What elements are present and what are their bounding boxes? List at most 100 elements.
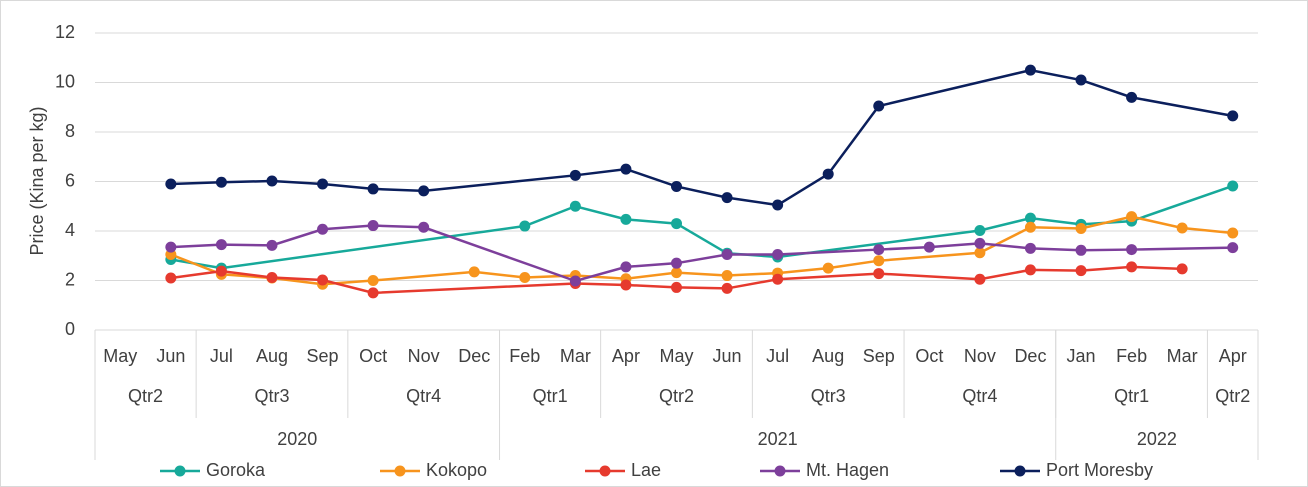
x-tick-label: Jan: [1067, 346, 1096, 366]
data-point: [772, 199, 784, 211]
legend-label: Lae: [631, 460, 661, 480]
quarter-label: Qtr2: [659, 386, 694, 406]
x-tick-label: Nov: [964, 346, 996, 366]
x-tick-label: May: [103, 346, 137, 366]
data-point: [165, 272, 177, 284]
data-point: [367, 183, 379, 195]
data-point: [519, 272, 531, 284]
y-tick-label: 10: [55, 71, 75, 91]
data-point: [1126, 91, 1138, 103]
data-point: [923, 241, 935, 253]
legend-marker: [774, 465, 786, 477]
data-point: [418, 185, 430, 197]
x-tick-label: Aug: [256, 346, 288, 366]
data-point: [1176, 263, 1188, 275]
data-point: [1024, 64, 1036, 76]
legend-marker: [394, 465, 406, 477]
data-point: [266, 239, 278, 251]
data-point: [367, 287, 379, 299]
data-point: [418, 221, 430, 233]
data-point: [974, 225, 986, 237]
data-point: [1075, 265, 1087, 277]
data-point: [974, 247, 986, 259]
data-point: [620, 213, 632, 225]
data-point: [165, 241, 177, 253]
quarter-label: Qtr4: [962, 386, 997, 406]
x-tick-label: Sep: [863, 346, 895, 366]
x-tick-label: Jun: [713, 346, 742, 366]
data-point: [1227, 180, 1239, 192]
data-point: [721, 270, 733, 282]
data-point: [671, 218, 682, 230]
series-line: [170, 265, 1183, 295]
data-point: [1024, 264, 1036, 276]
legend-marker: [599, 465, 611, 477]
data-point: [317, 178, 329, 190]
data-point: [1126, 261, 1138, 273]
data-point: [1024, 221, 1036, 233]
legend-label: Port Moresby: [1046, 460, 1153, 480]
data-point: [367, 275, 379, 286]
data-point: [873, 244, 885, 256]
data-point: [671, 180, 682, 192]
data-point: [468, 266, 480, 278]
y-tick-label: 4: [65, 220, 75, 240]
x-tick-label: Sep: [307, 346, 339, 366]
data-point: [721, 282, 733, 294]
quarter-label: Qtr1: [533, 386, 568, 406]
data-point: [873, 268, 885, 280]
data-point: [569, 169, 581, 181]
x-tick-label: Oct: [359, 346, 387, 366]
quarter-label: Qtr4: [406, 386, 441, 406]
data-point: [569, 275, 581, 287]
x-tick-label: Feb: [509, 346, 540, 366]
data-point: [1126, 244, 1138, 256]
quarter-label: Qtr3: [811, 386, 846, 406]
data-point: [671, 281, 682, 293]
y-tick-label: 8: [65, 121, 75, 141]
data-point: [367, 220, 379, 232]
x-tick-label: Jun: [156, 346, 185, 366]
data-point: [822, 262, 834, 274]
data-point: [873, 255, 885, 267]
data-point: [569, 200, 581, 212]
x-tick-label: Apr: [612, 346, 640, 366]
y-tick-label: 12: [55, 22, 75, 42]
data-point: [215, 265, 227, 277]
x-tick-label: Dec: [458, 346, 490, 366]
data-point: [721, 192, 733, 204]
data-point: [721, 249, 733, 261]
quarter-label: Qtr2: [128, 386, 163, 406]
x-tick-label: Mar: [560, 346, 591, 366]
data-point: [620, 261, 632, 273]
data-point: [1075, 74, 1087, 86]
x-tick-label: Mar: [1167, 346, 1198, 366]
data-point: [1227, 227, 1239, 239]
x-tick-label: Oct: [915, 346, 943, 366]
y-axis-label: Price (Kina per kg): [27, 106, 47, 255]
data-point: [1227, 242, 1239, 254]
data-point: [671, 267, 682, 279]
data-point: [772, 249, 784, 261]
data-point: [1075, 244, 1087, 256]
data-point: [873, 100, 885, 112]
data-point: [620, 279, 632, 291]
quarter-label: Qtr2: [1215, 386, 1250, 406]
y-tick-label: 0: [65, 319, 75, 339]
x-tick-label: Dec: [1014, 346, 1046, 366]
data-point: [317, 223, 329, 235]
series-line: [170, 224, 1233, 283]
legend-label: Kokopo: [426, 460, 487, 480]
year-label: 2022: [1137, 429, 1177, 449]
data-point: [974, 237, 986, 249]
data-point: [317, 274, 329, 286]
x-tick-label: Jul: [766, 346, 789, 366]
data-point: [822, 168, 834, 180]
x-tick-label: Jul: [210, 346, 233, 366]
legend-label: Mt. Hagen: [806, 460, 889, 480]
data-point: [266, 272, 278, 284]
data-point: [1227, 110, 1239, 122]
y-tick-label: 6: [65, 170, 75, 190]
legend-marker: [174, 465, 186, 477]
